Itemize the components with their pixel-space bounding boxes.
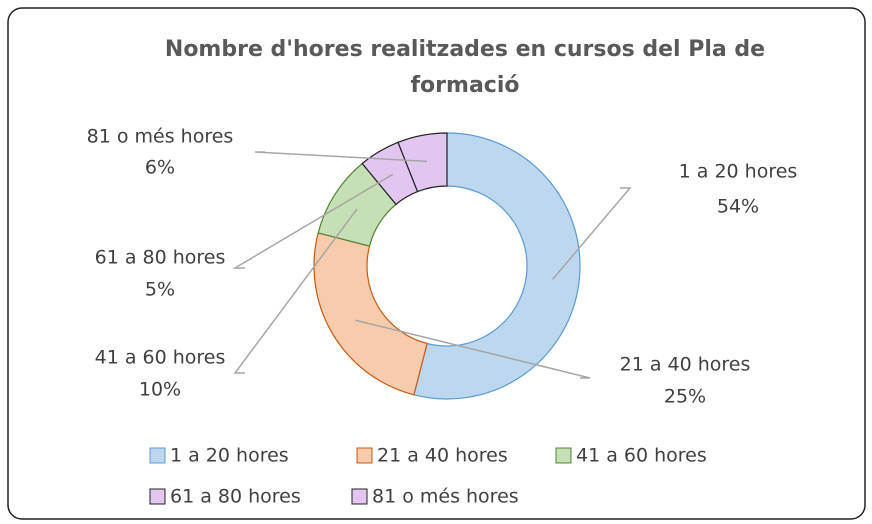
legend-label: 81 o més hores (372, 486, 519, 508)
legend-swatch (555, 447, 572, 464)
legend-label: 61 a 80 hores (170, 486, 301, 508)
leader-line (233, 208, 358, 374)
donut-segment (413, 132, 581, 400)
donut-segment (313, 232, 428, 396)
data-label-category: 81 o més hores (87, 126, 234, 148)
chart-title: Nombre d'hores realitzades en cursos del… (164, 37, 766, 98)
leader-line (232, 173, 394, 269)
data-label-value: 6% (145, 157, 175, 179)
data-label-value: 10% (139, 379, 181, 401)
data-label-category: 41 a 60 hores (95, 347, 226, 369)
legend-swatch (356, 447, 373, 464)
leader-line (552, 187, 632, 280)
legend-swatch (149, 488, 166, 505)
data-label-category: 21 a 40 hores (620, 354, 751, 376)
legend-swatch (149, 447, 166, 464)
leader-line (355, 319, 591, 379)
data-label-value: 25% (664, 386, 706, 408)
data-label-category: 61 a 80 hores (95, 247, 226, 269)
donut-segment (397, 132, 448, 193)
data-label-category: 1 a 20 hores (679, 161, 798, 183)
leader-line (254, 151, 428, 163)
data-label-value: 5% (145, 279, 175, 301)
legend-label: 41 a 60 hores (576, 445, 707, 467)
legend-swatch (351, 488, 368, 505)
legend-label: 21 a 40 hores (377, 445, 508, 467)
data-label-value: 54% (717, 196, 759, 218)
legend-label: 1 a 20 hores (170, 445, 289, 467)
chart-frame (7, 7, 866, 520)
